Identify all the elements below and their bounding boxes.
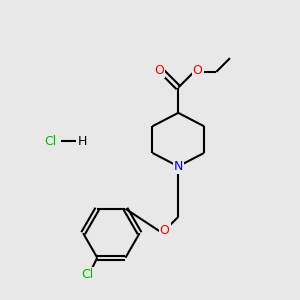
- Text: N: N: [173, 160, 183, 173]
- Text: Cl: Cl: [44, 135, 57, 148]
- Text: O: O: [193, 64, 202, 77]
- Text: O: O: [154, 64, 164, 77]
- Text: Cl: Cl: [82, 268, 94, 281]
- Text: H: H: [77, 135, 87, 148]
- Text: O: O: [160, 224, 170, 237]
